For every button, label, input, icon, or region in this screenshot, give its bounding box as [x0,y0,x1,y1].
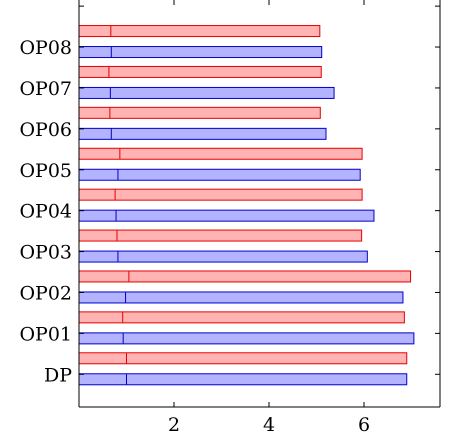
bar-series-1-op02 [78,291,404,304]
bar-series-2-op04 [78,188,363,201]
bar-series-2-dp [78,352,408,365]
bar-series-1-op04 [78,209,375,222]
y-tick-label-dp: DP [44,364,72,386]
bar-series-2-op06 [78,106,321,119]
bar-series-2-op03 [78,229,363,242]
bar-series-1-dp [78,373,408,386]
bar-series-2-op07 [78,65,322,78]
y-tick-label-op01: OP01 [19,323,72,345]
bar-series-1-op08 [78,46,323,59]
axes [78,0,441,408]
labels: 2 4 6 DP OP01 OP02 OP03 OP04 OP05 OP06 OP07 OP08 [19,37,370,436]
bar-series-1-op05 [78,168,361,181]
bar-series-2-op08 [78,25,321,38]
bar-series-2-op01 [78,311,405,324]
y-tick-label-op07: OP07 [19,78,72,100]
x-tick-label-4: 4 [263,414,275,436]
y-tick-label-op08: OP08 [19,37,72,59]
y-tick-label-op06: OP06 [19,119,72,141]
bar-series-1-op07 [78,86,335,99]
bars [78,25,415,386]
bar-series-1-op01 [78,332,415,345]
y-tick-label-op03: OP03 [19,242,72,264]
y-tick-label-op05: OP05 [19,160,72,182]
y-tick-label-op02: OP02 [19,282,72,304]
x-tick-label-6: 6 [358,414,370,436]
bar-series-2-op05 [78,147,363,160]
y-tick-label-op04: OP04 [19,201,72,223]
x-tick-label-2: 2 [168,414,180,436]
bar-series-1-op03 [78,250,368,263]
bar-series-1-op06 [78,127,327,140]
